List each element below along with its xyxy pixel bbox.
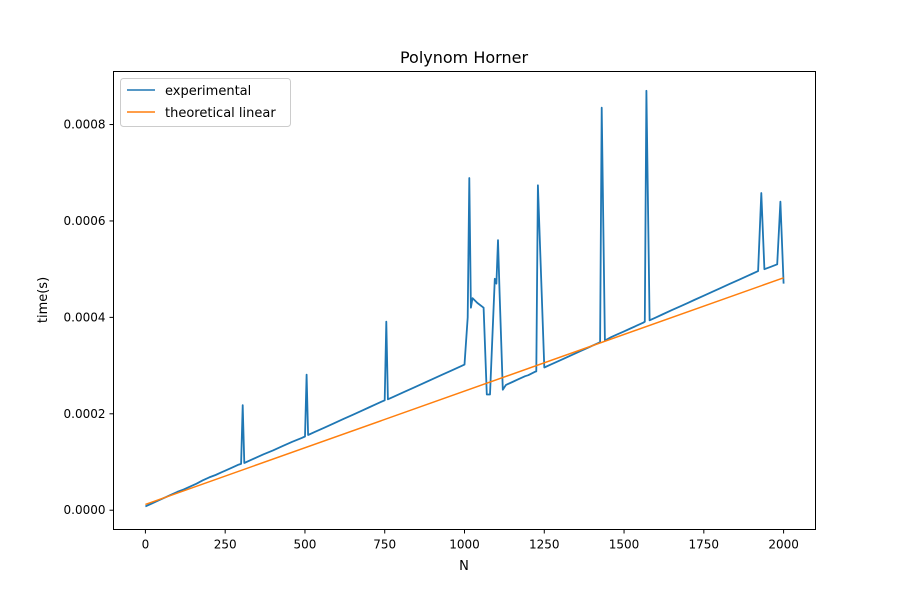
legend-label-theoretical: theoretical linear	[165, 106, 276, 121]
y-tick-label: 0.0006	[64, 214, 106, 228]
y-tick-label: 0.0002	[64, 407, 106, 421]
x-tick-label: 2000	[768, 538, 799, 552]
y-axis-label: time(s)	[36, 277, 51, 323]
x-tick-label: 500	[294, 538, 317, 552]
legend-label-experimental: experimental	[165, 84, 251, 99]
y-axis: 0.0000 0.0002 0.0004 0.0006 0.0008	[64, 118, 114, 517]
x-axis-label: N	[459, 559, 469, 574]
y-tick-label: 0.0008	[64, 118, 106, 132]
x-tick-label: 1250	[529, 538, 560, 552]
chart-title: Polynom Horner	[400, 48, 528, 67]
x-tick-label: 750	[373, 538, 396, 552]
y-tick-label: 0.0004	[64, 310, 106, 324]
plot-area	[145, 89, 785, 508]
x-axis: 0 250 500 750 1000 1250 1500 1750 2000	[142, 529, 799, 552]
y-tick-label: 0.0000	[64, 503, 106, 517]
x-tick-label: 1750	[689, 538, 720, 552]
x-tick-label: 250	[214, 538, 237, 552]
series-line-experimental	[145, 89, 785, 508]
legend-box	[120, 78, 291, 127]
series-line-theoretical-linear	[145, 277, 784, 506]
legend: experimental theoretical linear	[120, 78, 291, 127]
x-tick-label: 0	[142, 538, 150, 552]
x-tick-label: 1500	[609, 538, 640, 552]
x-tick-label: 1000	[449, 538, 480, 552]
